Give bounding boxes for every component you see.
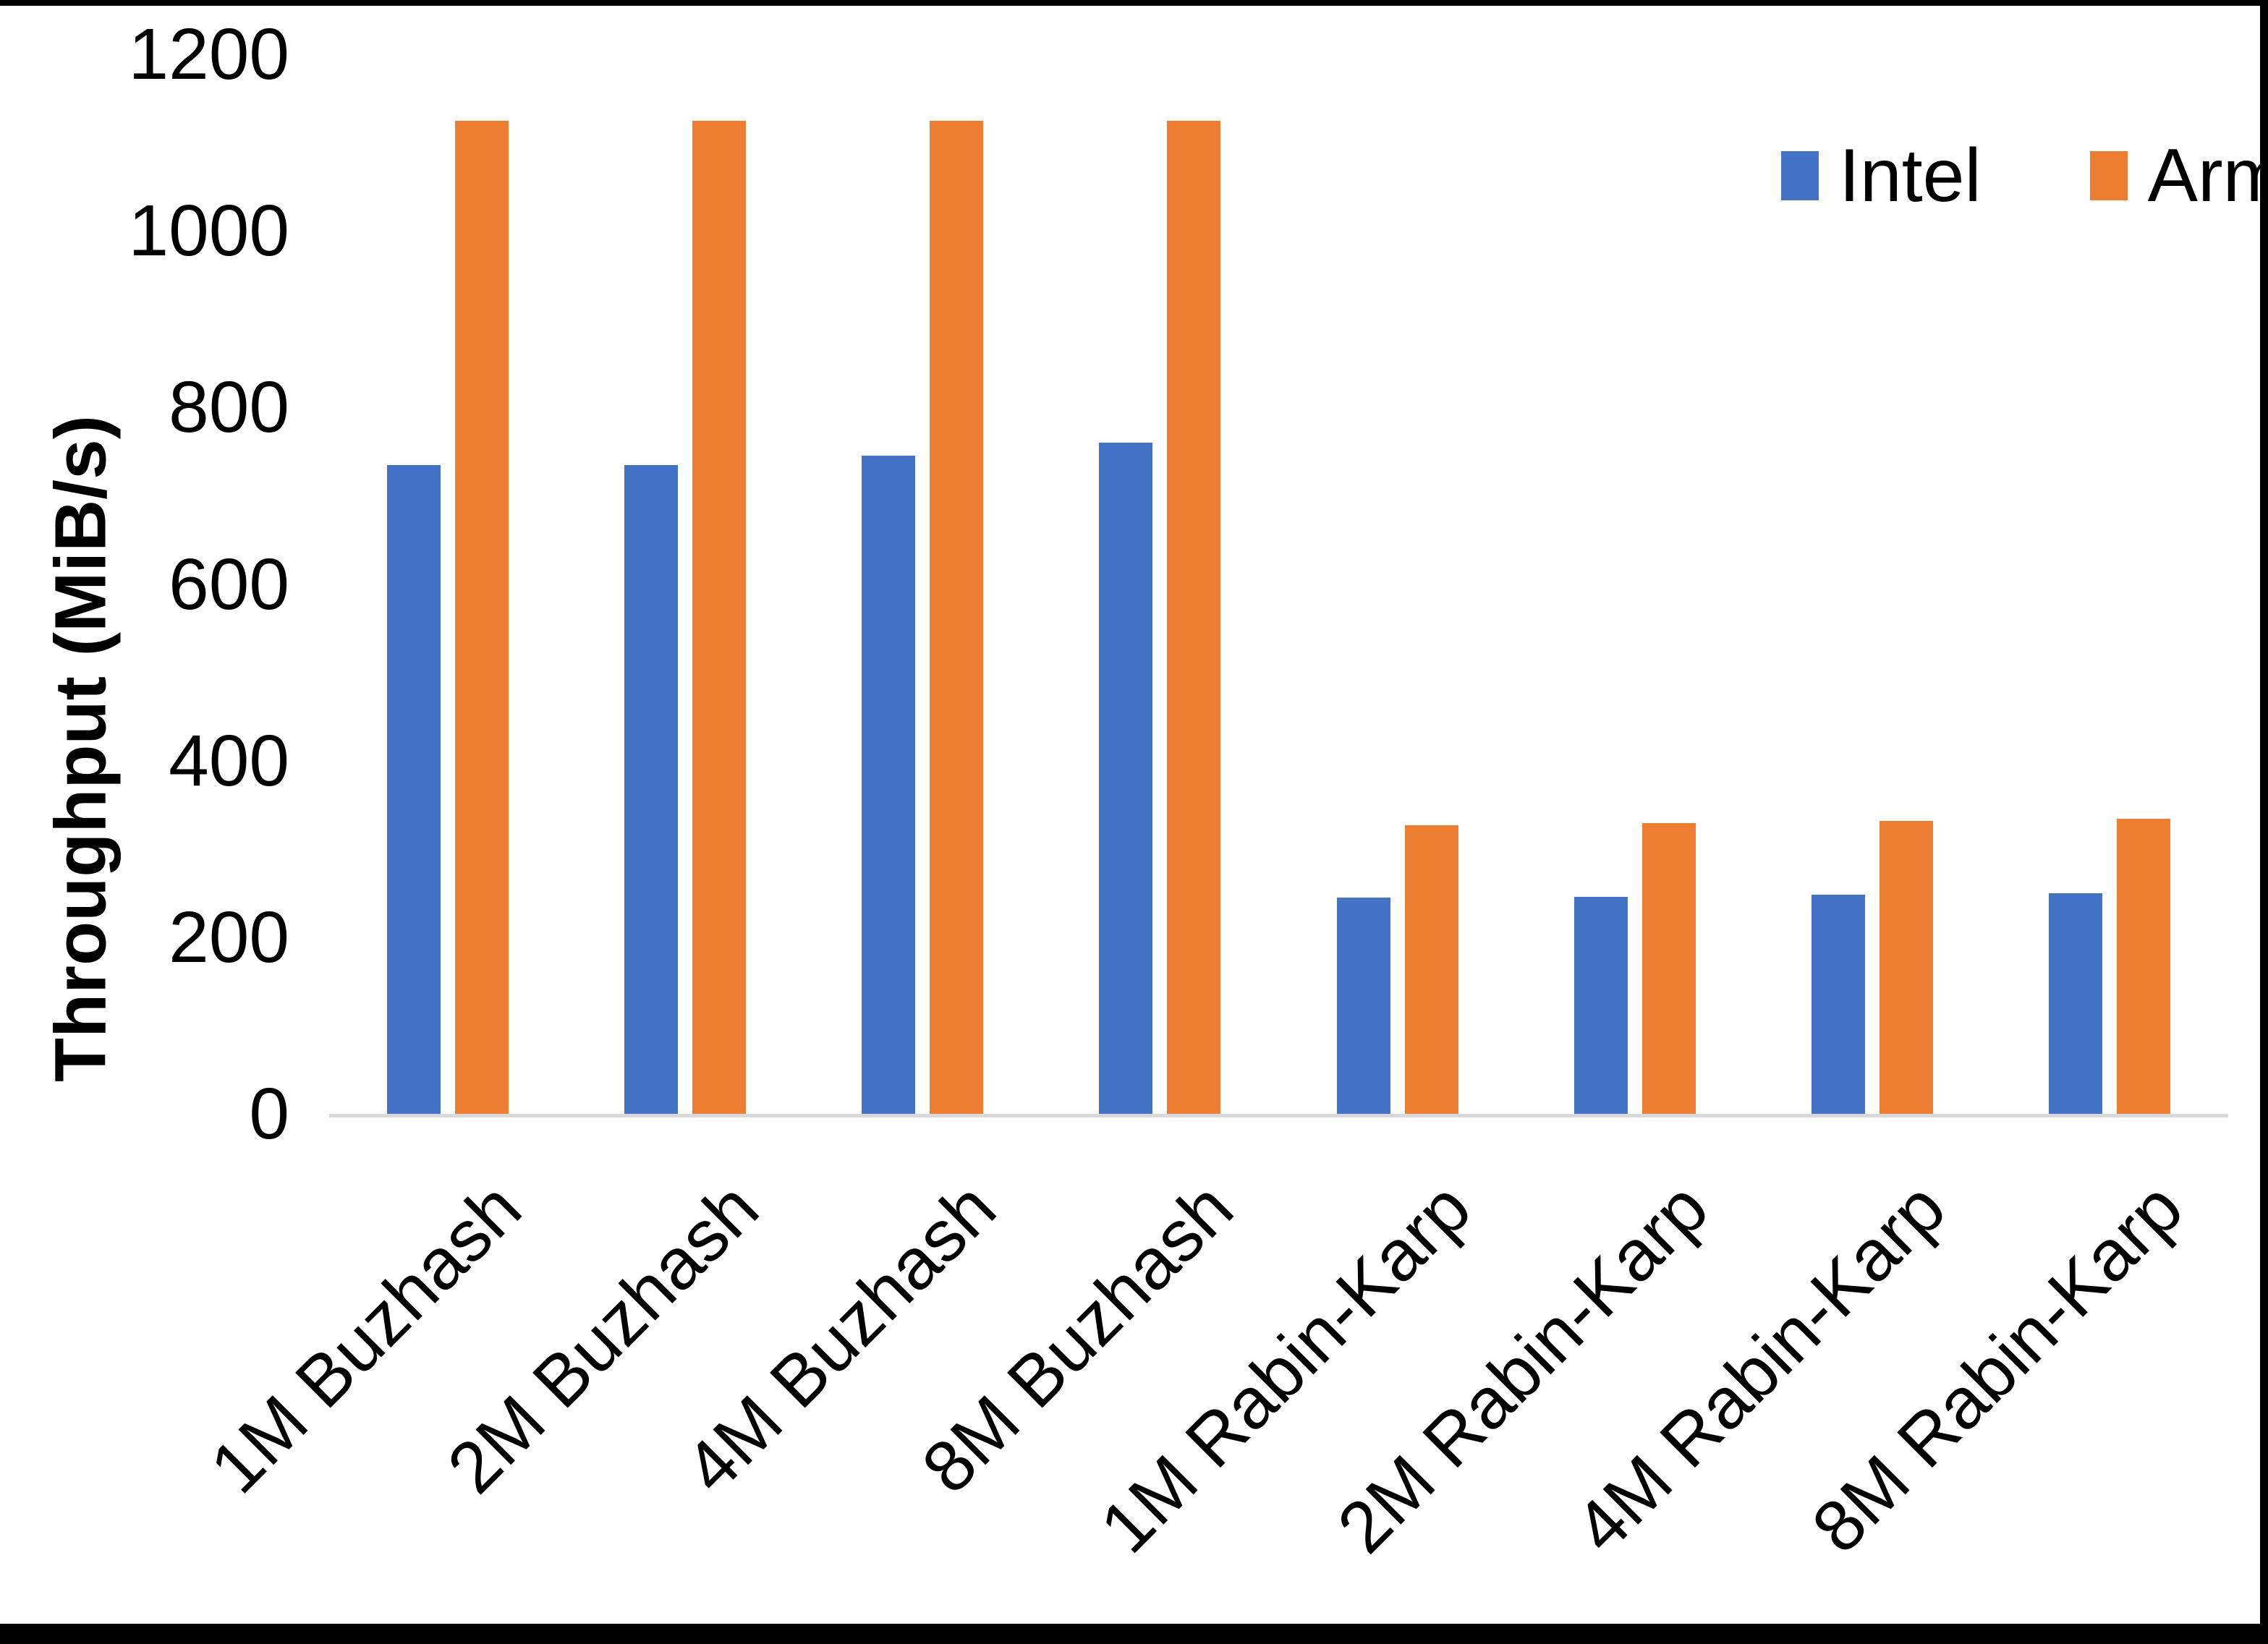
y-tick-label-400: 400 bbox=[169, 720, 289, 801]
bar-intel-2m-rabin-karp bbox=[1574, 897, 1628, 1114]
legend-label-arm: Arm bbox=[2147, 134, 2268, 218]
plot-area bbox=[329, 54, 2228, 1114]
legend-label-intel: Intel bbox=[1839, 134, 1982, 218]
y-tick-label-0: 0 bbox=[249, 1073, 289, 1154]
bar-arm-2m-buzhash bbox=[692, 121, 746, 1114]
bar-intel-8m-buzhash bbox=[1099, 443, 1152, 1114]
y-tick-label-600: 600 bbox=[169, 543, 289, 625]
y-tick-label-200: 200 bbox=[169, 896, 289, 978]
bar-arm-4m-buzhash bbox=[930, 121, 983, 1114]
bar-arm-1m-buzhash bbox=[455, 121, 509, 1114]
border-top-line bbox=[0, 0, 2268, 6]
y-tick-label-800: 800 bbox=[169, 367, 289, 448]
x-axis-line bbox=[329, 1114, 2228, 1117]
legend-item-arm: Arm bbox=[2089, 134, 2268, 218]
bar-intel-8m-rabin-karp bbox=[2049, 893, 2102, 1114]
legend-swatch-icon-arm bbox=[2089, 151, 2128, 200]
legend-item-intel: Intel bbox=[1781, 138, 1982, 213]
bar-intel-1m-buzhash bbox=[387, 465, 441, 1114]
bar-arm-8m-rabin-karp bbox=[2117, 819, 2170, 1114]
bar-intel-2m-buzhash bbox=[624, 465, 678, 1114]
y-tick-label-1000: 1000 bbox=[128, 190, 289, 272]
border-bottom-line bbox=[0, 1624, 2268, 1644]
bar-intel-1m-rabin-karp bbox=[1337, 898, 1390, 1114]
bar-arm-4m-rabin-karp bbox=[1880, 821, 1933, 1114]
bar-intel-4m-rabin-karp bbox=[1812, 895, 1865, 1114]
bar-arm-1m-rabin-karp bbox=[1405, 825, 1458, 1114]
legend-swatch-icon-intel bbox=[1781, 151, 1819, 200]
border-right-line bbox=[2260, 0, 2268, 1644]
bar-arm-8m-buzhash bbox=[1167, 121, 1220, 1114]
y-tick-label-1200: 1200 bbox=[128, 14, 289, 95]
bar-intel-4m-buzhash bbox=[862, 456, 915, 1114]
legend: Intel Arm bbox=[1781, 138, 2268, 213]
bar-arm-2m-rabin-karp bbox=[1642, 823, 1696, 1114]
